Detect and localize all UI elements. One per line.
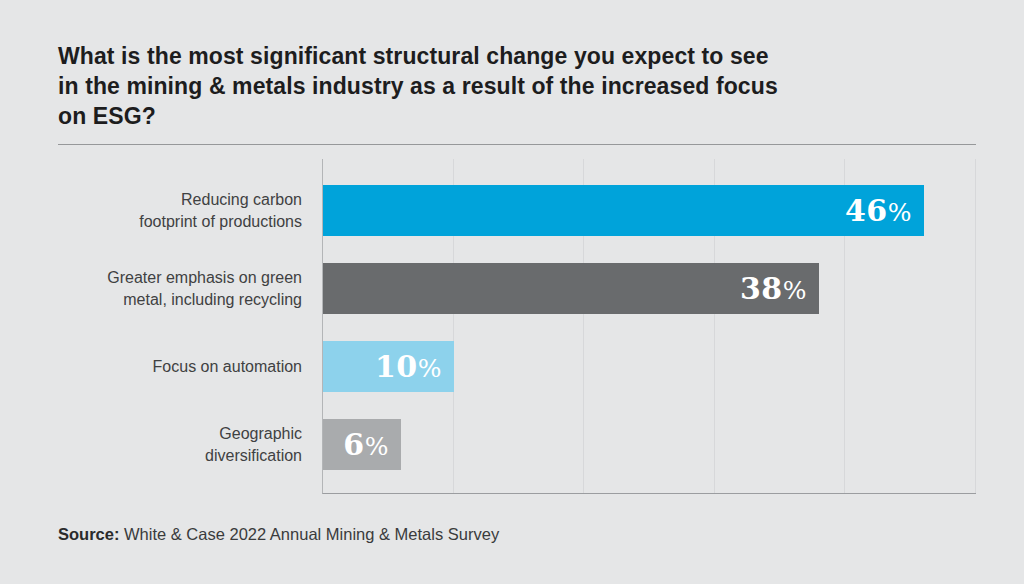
gridline-50 bbox=[975, 159, 976, 493]
category-label: Focus on automation bbox=[2, 356, 302, 378]
bar-chart: 46%38%10%6% Reducing carbonfootprint of … bbox=[0, 159, 1024, 493]
percent-sign: % bbox=[365, 432, 389, 461]
infographic-card: What is the most significant structural … bbox=[0, 0, 1024, 584]
bar-value-number: 38 bbox=[740, 271, 783, 306]
category-label: Greater emphasis on greenmetal, includin… bbox=[2, 267, 302, 311]
bar-value-number: 46 bbox=[845, 193, 888, 228]
bar-value-number: 6 bbox=[343, 427, 364, 462]
percent-sign: % bbox=[783, 276, 807, 305]
title-line-2: in the mining & metals industry as a res… bbox=[58, 71, 778, 101]
category-label-line: footprint of productions bbox=[2, 211, 302, 233]
percent-sign: % bbox=[888, 198, 912, 227]
title-line-1: What is the most significant structural … bbox=[58, 41, 778, 71]
chart-question-title: What is the most significant structural … bbox=[58, 41, 778, 131]
source-text: White & Case 2022 Annual Mining & Metals… bbox=[119, 525, 499, 543]
bar-row-4: 6% bbox=[323, 419, 401, 470]
bar-value-label: 46% bbox=[845, 196, 924, 226]
source-label: Source: bbox=[58, 525, 119, 543]
category-label-line: metal, including recycling bbox=[2, 289, 302, 311]
source-note: Source: White & Case 2022 Annual Mining … bbox=[58, 525, 499, 544]
category-label: Reducing carbonfootprint of productions bbox=[2, 189, 302, 233]
bar-row-1: 46% bbox=[323, 185, 924, 236]
category-label-line: Geographic bbox=[2, 423, 302, 445]
category-label-line: Focus on automation bbox=[2, 356, 302, 378]
bar-value-number: 10 bbox=[375, 349, 418, 384]
category-label-line: Reducing carbon bbox=[2, 189, 302, 211]
category-label-line: diversification bbox=[2, 445, 302, 467]
bar-row-3: 10% bbox=[323, 341, 454, 392]
title-divider bbox=[58, 144, 976, 145]
title-line-3: on ESG? bbox=[58, 101, 778, 131]
plot-area: 46%38%10%6% bbox=[322, 159, 976, 494]
bar-value-label: 6% bbox=[343, 430, 401, 460]
percent-sign: % bbox=[418, 354, 442, 383]
bar-row-2: 38% bbox=[323, 263, 819, 314]
bar-value-label: 10% bbox=[375, 352, 454, 382]
bar-value-label: 38% bbox=[740, 274, 819, 304]
category-label-line: Greater emphasis on green bbox=[2, 267, 302, 289]
category-label: Geographicdiversification bbox=[2, 423, 302, 467]
